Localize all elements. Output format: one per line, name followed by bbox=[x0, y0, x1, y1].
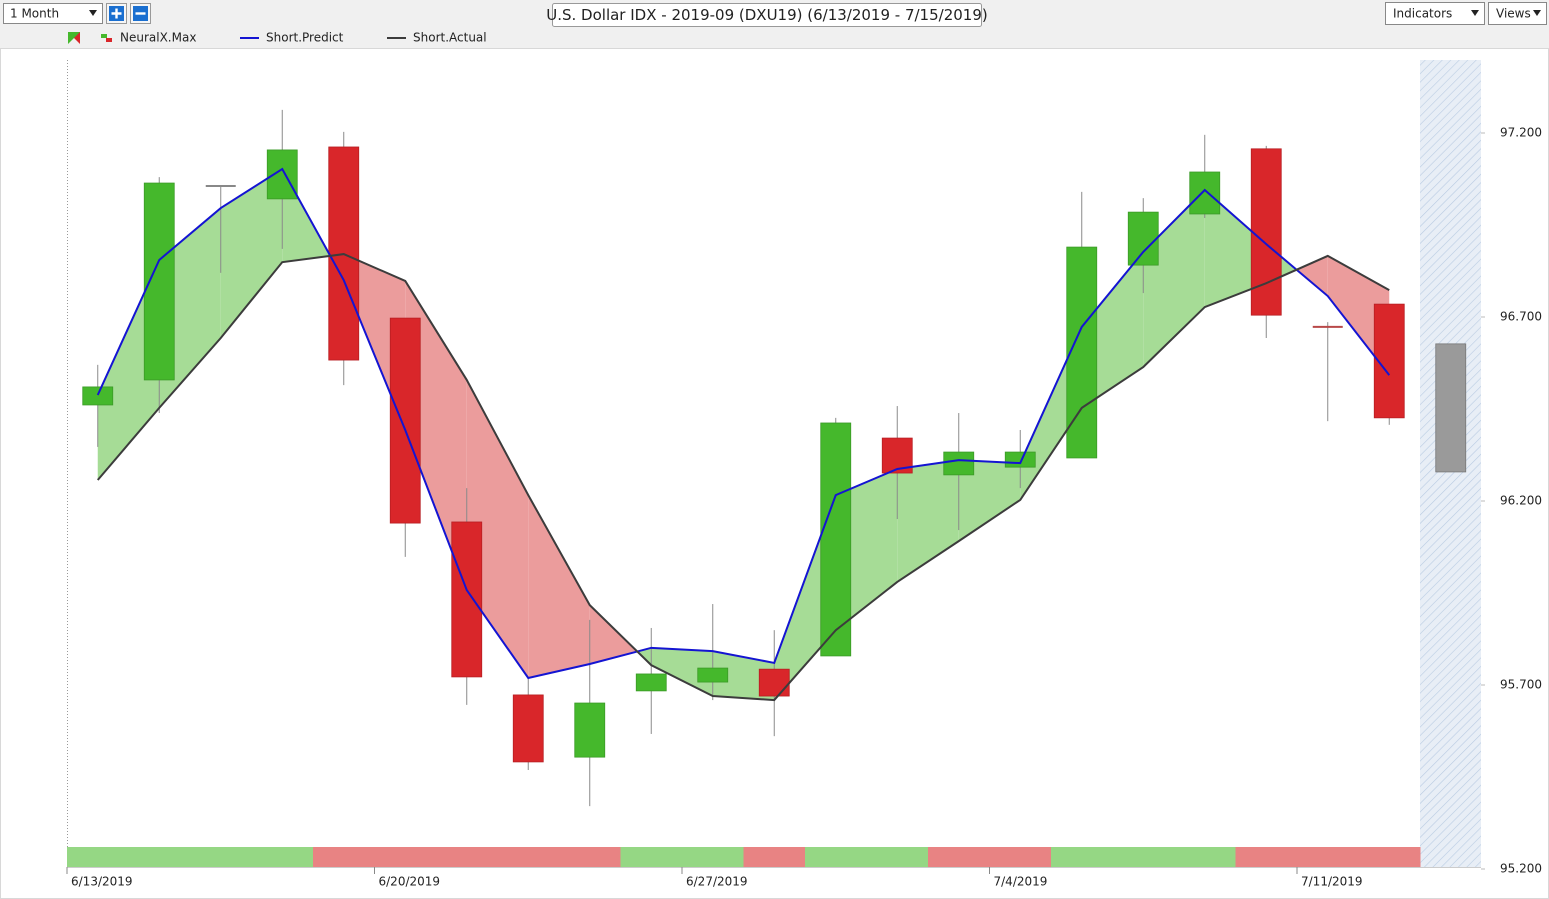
chart-panel bbox=[0, 48, 1549, 899]
legend-label: Short.Actual bbox=[413, 31, 487, 45]
spread-fill bbox=[589, 605, 638, 665]
candle-body bbox=[943, 451, 975, 476]
candle-body bbox=[758, 668, 790, 697]
chart-title: U.S. Dollar IDX - 2019-09 (DXU19) (6/13/… bbox=[546, 6, 987, 24]
candle-body bbox=[1004, 451, 1036, 468]
candle-body bbox=[512, 694, 544, 763]
signal-band bbox=[1235, 847, 1298, 867]
signal-band bbox=[374, 847, 437, 867]
y-tick-label: 97.200 bbox=[1500, 126, 1542, 140]
x-tick-label: 6/27/2019 bbox=[686, 875, 748, 889]
signal-band bbox=[620, 847, 683, 867]
spread-fill bbox=[1143, 190, 1205, 368]
legend-label: NeuralX.Max bbox=[120, 31, 196, 45]
views-dropdown[interactable]: Views bbox=[1488, 2, 1547, 25]
y-tick-label: 95.200 bbox=[1500, 862, 1542, 876]
spread-fill bbox=[528, 495, 590, 679]
candle-body bbox=[1127, 211, 1159, 266]
spread-fill bbox=[651, 647, 713, 697]
signal-band bbox=[313, 847, 375, 867]
candle-body bbox=[451, 521, 483, 678]
candle-body bbox=[820, 422, 852, 657]
y-tick-label: 96.200 bbox=[1500, 494, 1542, 508]
signal-band bbox=[497, 847, 560, 867]
signal-band bbox=[436, 847, 498, 867]
candle-body bbox=[635, 673, 667, 692]
indicators-label[interactable]: Indicators bbox=[1393, 7, 1452, 21]
x-tick-label: 6/13/2019 bbox=[71, 875, 133, 889]
x-tick-label: 7/11/2019 bbox=[1301, 875, 1363, 889]
candle-body bbox=[389, 317, 421, 524]
indicators-dropdown[interactable]: Indicators bbox=[1385, 2, 1485, 25]
legend: NeuralX.Max Short.Predict Short.Actual bbox=[68, 31, 487, 45]
signal-band bbox=[1358, 847, 1421, 867]
series-line bbox=[96, 167, 1391, 680]
candle-body bbox=[1189, 171, 1221, 215]
signal-band bbox=[559, 847, 621, 867]
signal-band bbox=[866, 847, 929, 867]
series-line bbox=[96, 253, 1390, 702]
signal-band bbox=[251, 847, 314, 867]
signal-band bbox=[805, 847, 867, 867]
legend-label: Short.Predict bbox=[266, 31, 344, 45]
spread-fill bbox=[958, 460, 1021, 542]
x-tick-label: 7/4/2019 bbox=[994, 875, 1048, 889]
candle-body bbox=[82, 386, 114, 406]
spread-fill bbox=[220, 169, 283, 338]
x-tick-label: 6/20/2019 bbox=[379, 875, 441, 889]
zoom-out-button[interactable] bbox=[130, 3, 151, 24]
title-box bbox=[552, 3, 982, 27]
signal-band bbox=[1051, 847, 1113, 867]
signal-band bbox=[1297, 847, 1359, 867]
y-tick-label: 96.700 bbox=[1500, 310, 1542, 324]
candle-body bbox=[574, 702, 606, 758]
spread-fill bbox=[897, 460, 959, 582]
signal-band bbox=[190, 847, 252, 867]
signal-band bbox=[989, 847, 1052, 867]
y-tick-label: 95.700 bbox=[1500, 678, 1542, 692]
signal-band bbox=[928, 847, 990, 867]
signal-band bbox=[682, 847, 744, 867]
signal-band bbox=[128, 847, 191, 867]
views-label[interactable]: Views bbox=[1496, 7, 1531, 21]
spread-fill bbox=[1296, 255, 1328, 297]
period-label[interactable]: 1 Month bbox=[10, 7, 59, 21]
candle-body bbox=[1066, 246, 1098, 459]
signal-band bbox=[67, 847, 129, 867]
candle-body bbox=[697, 667, 729, 683]
candle-body bbox=[1250, 148, 1282, 316]
forecast-box bbox=[1435, 343, 1467, 473]
period-dropdown[interactable]: 1 Month bbox=[3, 3, 103, 24]
signal-band bbox=[1112, 847, 1175, 867]
signal-band bbox=[1174, 847, 1236, 867]
signal-band bbox=[743, 847, 806, 867]
candle-body bbox=[266, 149, 298, 200]
zoom-in-button[interactable] bbox=[106, 3, 127, 24]
